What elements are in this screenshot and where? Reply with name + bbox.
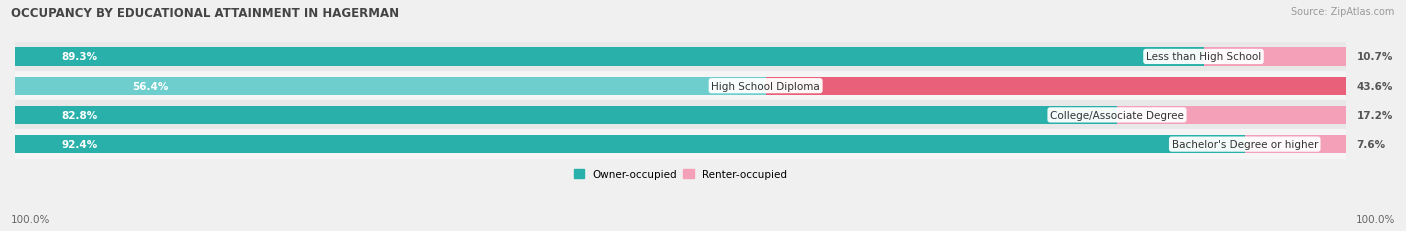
Text: 56.4%: 56.4%	[132, 81, 169, 91]
Bar	[15, 48, 1204, 66]
Text: 82.8%: 82.8%	[62, 110, 98, 120]
Bar	[1244, 135, 1346, 153]
Text: 10.7%: 10.7%	[1357, 52, 1393, 62]
Bar	[15, 130, 1346, 159]
Text: College/Associate Degree: College/Associate Degree	[1050, 110, 1184, 120]
Bar	[1116, 106, 1346, 125]
Bar	[766, 77, 1346, 95]
Bar	[15, 43, 1346, 72]
Text: 100.0%: 100.0%	[11, 214, 51, 224]
Bar	[15, 106, 1116, 125]
Text: 100.0%: 100.0%	[1355, 214, 1395, 224]
Legend: Owner-occupied, Renter-occupied: Owner-occupied, Renter-occupied	[574, 170, 787, 179]
Bar	[1204, 48, 1346, 66]
Bar	[15, 77, 766, 95]
Text: Bachelor's Degree or higher: Bachelor's Degree or higher	[1171, 140, 1317, 149]
Bar	[15, 101, 1346, 130]
Text: 89.3%: 89.3%	[62, 52, 97, 62]
Text: High School Diploma: High School Diploma	[711, 81, 820, 91]
Text: 7.6%: 7.6%	[1357, 140, 1386, 149]
Text: 43.6%: 43.6%	[1357, 81, 1393, 91]
Text: 17.2%: 17.2%	[1357, 110, 1393, 120]
Bar	[15, 135, 1244, 153]
Text: OCCUPANCY BY EDUCATIONAL ATTAINMENT IN HAGERMAN: OCCUPANCY BY EDUCATIONAL ATTAINMENT IN H…	[11, 7, 399, 20]
Text: Source: ZipAtlas.com: Source: ZipAtlas.com	[1291, 7, 1395, 17]
Text: Less than High School: Less than High School	[1146, 52, 1261, 62]
Text: 92.4%: 92.4%	[62, 140, 98, 149]
Bar	[15, 72, 1346, 101]
